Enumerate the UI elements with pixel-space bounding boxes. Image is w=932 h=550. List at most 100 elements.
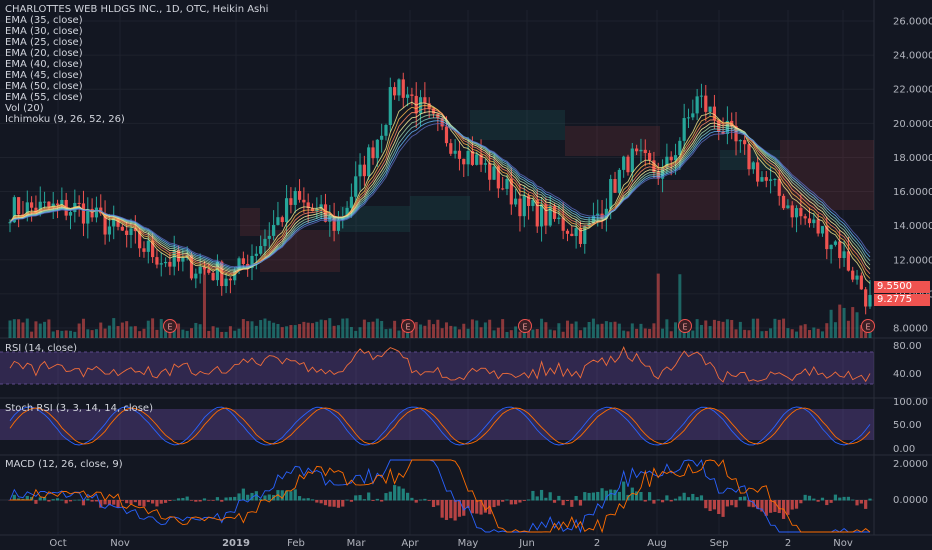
- macd-histogram-bar: [34, 500, 38, 504]
- macd-histogram-bar: [86, 498, 90, 501]
- legend-ichimoku[interactable]: Ichimoku (9, 26, 52, 26): [5, 114, 125, 125]
- candle-body: [777, 178, 781, 196]
- macd-histogram-bar: [669, 500, 673, 502]
- legend-ema-55[interactable]: EMA (55, close): [5, 92, 83, 103]
- candle-body: [773, 178, 777, 180]
- macd-histogram-bar: [60, 499, 64, 501]
- stoch-rsi-label[interactable]: Stoch RSI (3, 3, 14, 14, close): [5, 403, 153, 414]
- candle-body: [695, 96, 699, 114]
- candle-body: [272, 224, 276, 236]
- candle-body: [207, 269, 211, 273]
- candle-body: [682, 118, 686, 141]
- legend-ema-50[interactable]: EMA (50, close): [5, 81, 83, 92]
- candle-body: [864, 289, 868, 307]
- macd-histogram-bar: [393, 485, 397, 501]
- macd-histogram-bar: [30, 497, 34, 501]
- legend-ema-25[interactable]: EMA (25, close): [5, 37, 83, 48]
- macd-histogram-bar: [259, 498, 263, 501]
- macd-histogram-bar: [522, 500, 526, 501]
- macd-histogram-bar: [639, 491, 643, 501]
- candle-body: [842, 251, 846, 259]
- volume-bar: [43, 321, 47, 338]
- volume-bar: [803, 324, 807, 338]
- volume-bar: [535, 329, 539, 338]
- volume-bar: [652, 323, 656, 338]
- macd-histogram-bar: [99, 500, 103, 508]
- volume-bar: [648, 328, 652, 338]
- macd-histogram-bar: [695, 497, 699, 501]
- volume-bar: [159, 319, 163, 338]
- candle-body: [349, 196, 354, 208]
- rsi-label[interactable]: RSI (14, close): [5, 343, 78, 354]
- candle-body: [310, 208, 315, 212]
- macd-axis-label: 0.0000: [893, 495, 928, 506]
- price-axis-label: 24.0000: [893, 51, 932, 62]
- stoch-axis-label: 100.00: [893, 397, 928, 408]
- volume-bar: [557, 323, 561, 338]
- legend-volume[interactable]: Vol (20): [5, 103, 44, 114]
- candle-body: [838, 241, 842, 259]
- candle-body: [509, 178, 513, 205]
- symbol-title[interactable]: CHARLOTTES WEB HLDGS INC., 1D, OTC, Heik…: [5, 4, 269, 15]
- volume-bar: [259, 320, 263, 338]
- candle-body: [319, 204, 323, 209]
- macd-histogram-bar: [635, 491, 639, 501]
- candle-body: [462, 158, 466, 165]
- volume-bar: [60, 330, 64, 338]
- candle-body: [297, 191, 302, 200]
- macd-histogram-bar: [436, 500, 440, 506]
- macd-histogram-bar: [691, 493, 695, 501]
- volume-bar: [475, 320, 479, 338]
- macd-histogram-bar: [431, 500, 436, 507]
- macd-histogram-bar: [297, 496, 302, 501]
- volume-bar: [280, 327, 284, 338]
- earnings-marker-label: E: [682, 323, 687, 332]
- volume-bar: [289, 325, 293, 338]
- macd-histogram-bar: [557, 495, 561, 501]
- cloud-segment: [340, 206, 410, 232]
- macd-histogram-bar: [704, 500, 708, 509]
- macd-histogram-bar: [375, 498, 379, 501]
- macd-histogram-bar: [600, 488, 604, 501]
- candle-body: [855, 275, 859, 280]
- candle-body: [747, 144, 751, 170]
- candle-body: [794, 208, 799, 218]
- candle-body: [440, 118, 444, 127]
- volume-bar: [799, 325, 803, 338]
- cloud-segment: [660, 180, 720, 220]
- candle-body: [215, 261, 220, 281]
- candle-body: [483, 163, 487, 165]
- candle-body: [764, 177, 768, 181]
- volume-bar: [367, 322, 371, 338]
- legend-ema-45[interactable]: EMA (45, close): [5, 70, 83, 81]
- candle-body: [146, 240, 150, 252]
- candle-body: [254, 253, 258, 256]
- volume-bar: [699, 324, 703, 338]
- second-price-tag: 9.2775: [874, 294, 930, 306]
- candle-body: [647, 153, 652, 161]
- earnings-marker: [401, 319, 415, 333]
- candle-body: [812, 219, 816, 224]
- candle-body: [544, 204, 548, 226]
- macd-histogram-bar: [64, 500, 68, 504]
- legend-ema-40[interactable]: EMA (40, close): [5, 59, 83, 70]
- legend-ema-35[interactable]: EMA (35, close): [5, 15, 83, 26]
- legend-ema-30[interactable]: EMA (30, close): [5, 26, 83, 37]
- volume-bar: [133, 326, 137, 338]
- volume-bar: [751, 318, 755, 338]
- candle-body: [163, 261, 168, 264]
- macd-label[interactable]: MACD (12, 26, close, 9): [5, 459, 123, 470]
- legend-ema-20[interactable]: EMA (20, close): [5, 48, 83, 59]
- volume-bar: [181, 329, 185, 338]
- macd-histogram-bar: [526, 499, 531, 501]
- candle-body: [129, 228, 133, 235]
- candle-body: [94, 207, 99, 218]
- volume-bar: [263, 318, 267, 338]
- macd-histogram-bar: [747, 500, 751, 507]
- volume-bar: [155, 329, 159, 338]
- candle-body: [760, 177, 764, 182]
- macd-histogram-bar: [816, 500, 820, 502]
- candle-body: [699, 95, 704, 97]
